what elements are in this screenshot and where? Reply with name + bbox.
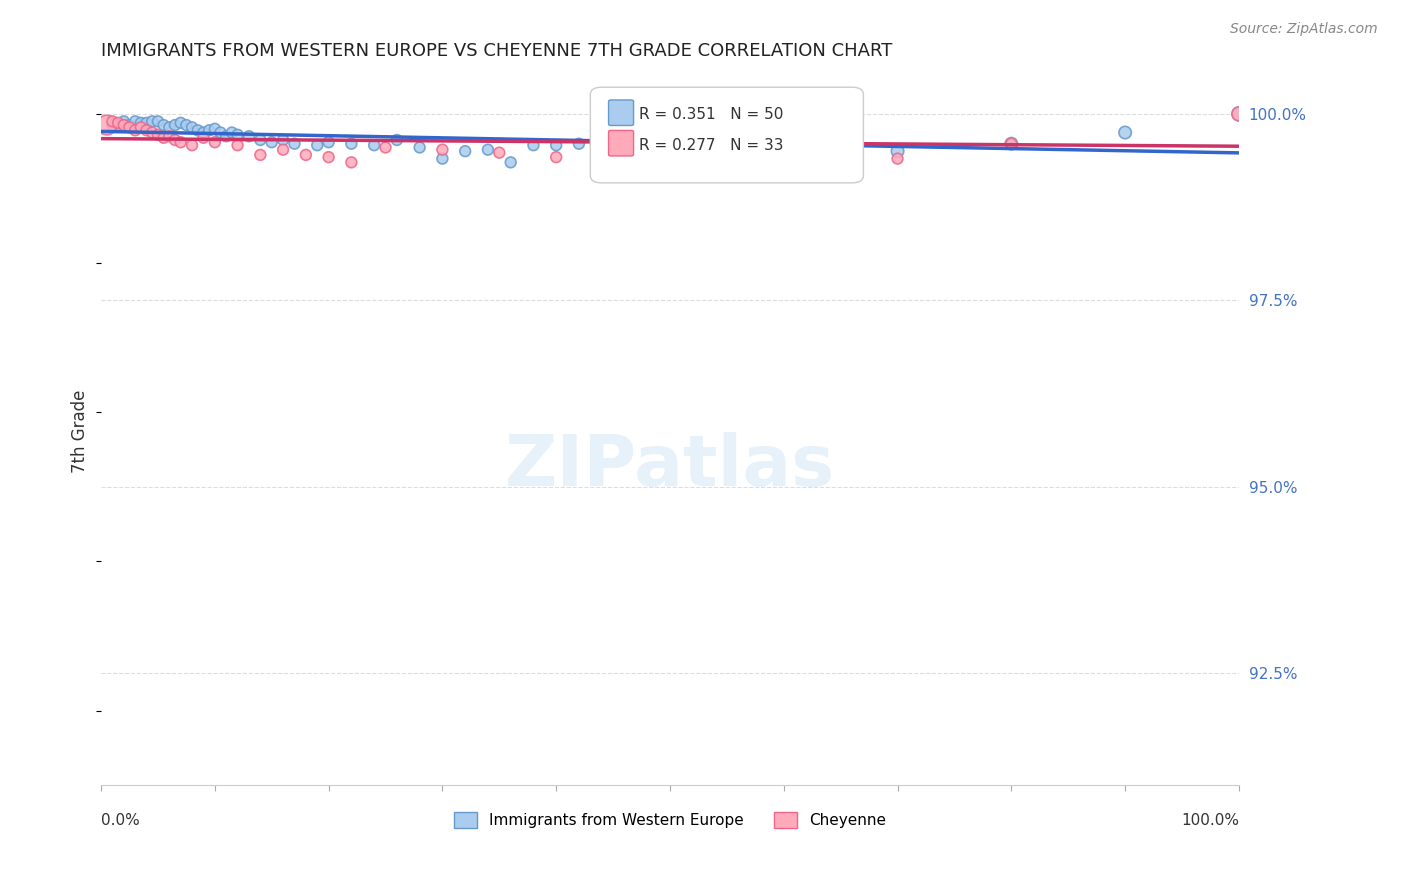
Point [181,138,204,153]
Point [101,118,124,132]
Point [181,120,204,135]
Point [522,138,544,153]
FancyBboxPatch shape [609,130,634,156]
Point [198,123,221,137]
Point [432,143,454,157]
Text: 0.0%: 0.0% [101,814,139,829]
Point [307,138,329,153]
Point [96,118,118,132]
Point [260,135,283,149]
Text: R = 0.277   N = 33: R = 0.277 N = 33 [640,138,783,153]
Point [1114,126,1136,140]
Text: R = 0.351   N = 50: R = 0.351 N = 50 [640,107,783,122]
Point [238,129,260,144]
Point [568,136,591,151]
Text: Source: ZipAtlas.com: Source: ZipAtlas.com [1230,22,1378,37]
Point [249,133,271,147]
FancyBboxPatch shape [591,87,863,183]
Point [204,135,226,149]
Point [295,148,318,162]
Point [135,123,157,137]
Point [488,145,510,160]
Point [107,116,129,130]
Point [546,150,568,164]
Text: 100.0%: 100.0% [1181,814,1239,829]
Point [591,148,613,162]
Point [112,118,135,132]
Point [1227,107,1250,121]
Point [1000,136,1022,151]
Point [118,120,141,135]
Point [340,155,363,169]
Legend: Immigrants from Western Europe, Cheyenne: Immigrants from Western Europe, Cheyenne [447,806,893,834]
Point [187,123,209,137]
Point [318,150,340,164]
Point [129,120,152,135]
Point [146,128,169,142]
Point [271,133,294,147]
Point [221,126,243,140]
Point [118,118,141,132]
Point [226,128,249,142]
Text: IMMIGRANTS FROM WESTERN EUROPE VS CHEYENNE 7TH GRADE CORRELATION CHART: IMMIGRANTS FROM WESTERN EUROPE VS CHEYEN… [101,42,893,60]
Point [283,136,305,151]
Point [340,136,363,151]
Point [374,140,396,154]
Y-axis label: 7th Grade: 7th Grade [72,389,89,473]
Point [477,143,499,157]
Point [141,126,163,140]
Point [499,155,522,169]
Point [1227,107,1250,121]
Point [101,114,124,128]
Point [209,126,232,140]
Point [772,152,794,166]
Point [157,129,180,144]
Point [135,116,157,130]
Point [772,133,794,147]
Text: ZIPatlas: ZIPatlas [505,432,835,500]
Point [546,138,568,153]
Point [385,133,408,147]
Point [124,123,146,137]
Point [408,140,430,154]
Point [152,118,174,132]
Point [157,120,180,135]
Point [141,114,163,128]
Point [215,129,238,144]
Point [170,135,193,149]
Point [886,152,908,166]
Point [170,116,193,130]
Point [432,152,454,166]
Point [193,130,215,145]
Point [176,118,198,132]
Point [146,114,169,128]
Point [613,138,636,153]
Point [659,153,682,168]
Point [152,130,174,145]
Point [454,144,477,158]
Point [112,114,135,128]
Point [107,118,129,132]
Point [249,148,271,162]
Point [363,138,385,153]
Point [129,116,152,130]
Point [124,114,146,128]
Point [716,136,738,151]
Point [163,133,186,147]
Point [226,138,249,153]
Point [163,118,186,132]
Point [659,140,682,154]
Point [271,143,294,157]
Point [1000,136,1022,151]
FancyBboxPatch shape [609,100,634,126]
Point [204,121,226,136]
Point [886,144,908,158]
Point [193,126,215,140]
Point [830,118,852,132]
Point [318,135,340,149]
